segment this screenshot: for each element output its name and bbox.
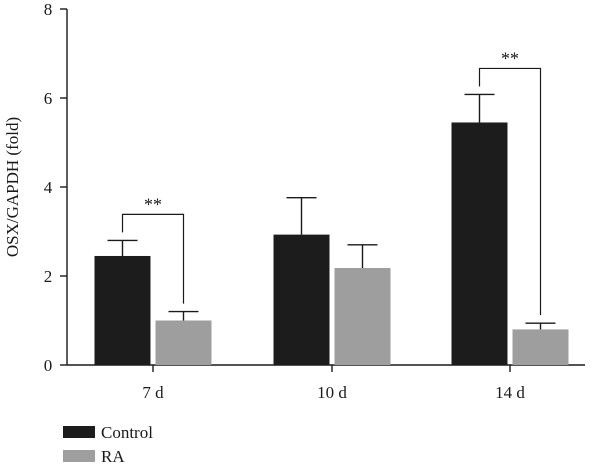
- y-axis-label: OSX/GAPDH (fold): [3, 117, 22, 257]
- y-tick-label: 0: [44, 356, 53, 375]
- y-tick-label: 4: [44, 178, 53, 197]
- significance-bracket: [121, 213, 185, 304]
- legend-swatch-ra: [63, 450, 95, 462]
- bar-control: [94, 255, 151, 365]
- significance-bracket: [478, 67, 542, 316]
- y-tick-label: 2: [44, 267, 53, 286]
- error-bar: [107, 239, 138, 256]
- legend-swatch-control: [63, 426, 95, 438]
- error-bar: [525, 322, 556, 330]
- legend-label-ra: RA: [101, 447, 125, 466]
- error-bar: [464, 93, 495, 123]
- error-bar: [286, 196, 317, 235]
- error-bar: [168, 310, 199, 321]
- legend-label-control: Control: [101, 423, 153, 442]
- significance-markers: ** **: [121, 48, 542, 316]
- axes: 0 2 4 6 8 7 d 10 d 14 d: [44, 0, 585, 402]
- bar-control: [273, 234, 330, 365]
- x-tick-label: 10 d: [317, 383, 347, 402]
- y-tick-label: 8: [44, 0, 53, 19]
- bar-ra: [155, 320, 212, 365]
- significance-label: **: [501, 48, 519, 68]
- y-tick-label: 6: [44, 89, 53, 108]
- bar-ra: [334, 267, 391, 365]
- bar-ra: [512, 329, 569, 365]
- legend: Control RA: [63, 423, 153, 466]
- significance-label: **: [144, 194, 162, 214]
- bar-control: [451, 122, 508, 365]
- x-tick-label: 14 d: [495, 383, 525, 402]
- bars: [94, 93, 569, 365]
- error-bar: [347, 244, 378, 268]
- x-tick-label: 7 d: [142, 383, 164, 402]
